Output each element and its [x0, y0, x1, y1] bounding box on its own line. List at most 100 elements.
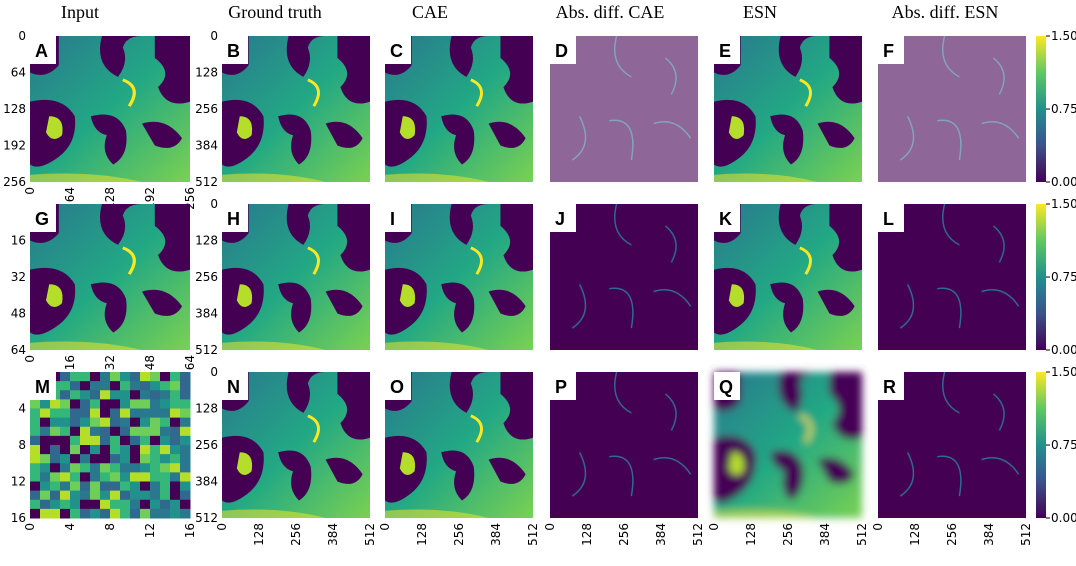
pixel — [170, 381, 181, 391]
pixel — [110, 508, 121, 519]
pixel — [40, 445, 51, 455]
x-tick-label: 384 — [818, 523, 832, 546]
x-tick-label: 384 — [654, 523, 668, 546]
colorbar-label: 0.75 — [1051, 270, 1076, 284]
pixel — [70, 408, 81, 419]
x-tick-label: 256 — [452, 523, 466, 546]
y-tick-label: 256 — [195, 102, 218, 116]
pixel — [140, 426, 151, 437]
letter-box — [714, 36, 740, 64]
pixel — [150, 499, 161, 510]
letter-box — [222, 36, 248, 64]
pixel — [170, 372, 181, 382]
pixel — [120, 481, 131, 492]
y-tick-label: 4 — [18, 402, 26, 416]
letter-box — [385, 204, 411, 232]
pixel — [160, 490, 171, 501]
pixel — [70, 481, 81, 492]
panel-letter: H — [227, 209, 240, 229]
pixel — [130, 390, 141, 400]
y-tick-label: 384 — [195, 139, 218, 153]
pixel — [160, 435, 171, 446]
pixel — [120, 426, 131, 437]
y-tick-label: 0 — [210, 365, 218, 379]
pixel — [50, 472, 61, 482]
x-tick-label: 128 — [744, 523, 758, 546]
pixel — [170, 490, 181, 501]
panel-letter: Q — [719, 377, 733, 397]
pixel — [110, 372, 121, 382]
pixel — [70, 381, 81, 391]
pixel — [60, 390, 71, 400]
pixel — [30, 417, 41, 428]
pixel — [120, 508, 131, 519]
pixel — [170, 445, 181, 455]
letter-box — [550, 372, 576, 400]
pixel — [120, 454, 131, 464]
pixel — [180, 472, 191, 482]
pixel — [160, 481, 171, 492]
pixel — [110, 463, 121, 473]
column-header: Abs. diff. CAE — [556, 2, 665, 22]
pixel — [110, 499, 121, 510]
pixel — [90, 399, 101, 409]
pixel — [120, 499, 131, 510]
pixel — [80, 417, 91, 428]
pixel — [100, 399, 111, 409]
x-tick-label: 8 — [103, 523, 117, 531]
y-tick-label: 192 — [3, 139, 26, 153]
x-tick-label: 512 — [691, 523, 705, 546]
pixel — [180, 454, 191, 464]
y-tick-label: 128 — [195, 234, 218, 248]
y-tick-label: 384 — [195, 307, 218, 321]
letter-box — [878, 204, 904, 232]
y-tick-label: 128 — [195, 402, 218, 416]
pixel — [100, 408, 111, 419]
panel-letter: N — [227, 377, 240, 397]
pixel — [90, 481, 101, 492]
x-tick-label: 512 — [363, 523, 377, 546]
letter-box — [222, 204, 248, 232]
pixel — [150, 463, 161, 473]
pixel — [150, 399, 161, 409]
pixel — [70, 490, 81, 501]
column-header: Input — [61, 2, 99, 22]
pixel — [120, 417, 131, 428]
letter-box — [550, 204, 576, 232]
y-tick-label: 12 — [11, 475, 26, 489]
pixel — [110, 472, 121, 482]
pixel — [150, 390, 161, 400]
pixel — [30, 463, 41, 473]
pixel — [130, 472, 141, 482]
panel-letter: J — [555, 209, 565, 229]
pixel — [150, 490, 161, 501]
pixel — [120, 490, 131, 501]
pixel — [150, 472, 161, 482]
pixel — [100, 417, 111, 428]
pixel — [140, 481, 151, 492]
panel-letter: B — [227, 41, 240, 61]
y-tick-label: 128 — [3, 102, 26, 116]
pixel — [130, 381, 141, 391]
colorbar — [1036, 372, 1046, 518]
pixel — [90, 508, 101, 519]
pixel — [170, 435, 181, 446]
pixel — [90, 435, 101, 446]
y-tick-label: 256 — [195, 270, 218, 284]
colorbar-label: 1.50 — [1051, 29, 1076, 43]
pixel — [130, 445, 141, 455]
pixel — [170, 417, 181, 428]
pixel — [100, 454, 111, 464]
pixel — [110, 490, 121, 501]
pixel — [90, 426, 101, 437]
panel-letter: E — [719, 41, 731, 61]
pixel — [140, 490, 151, 501]
colorbar-label: 0.00 — [1051, 175, 1076, 189]
colorbar-label: 0.00 — [1051, 343, 1076, 357]
y-tick-label: 48 — [11, 307, 26, 321]
pixel — [80, 508, 91, 519]
pixel — [40, 490, 51, 501]
pixel — [110, 445, 121, 455]
pixel — [70, 499, 81, 510]
pixel — [40, 481, 51, 492]
